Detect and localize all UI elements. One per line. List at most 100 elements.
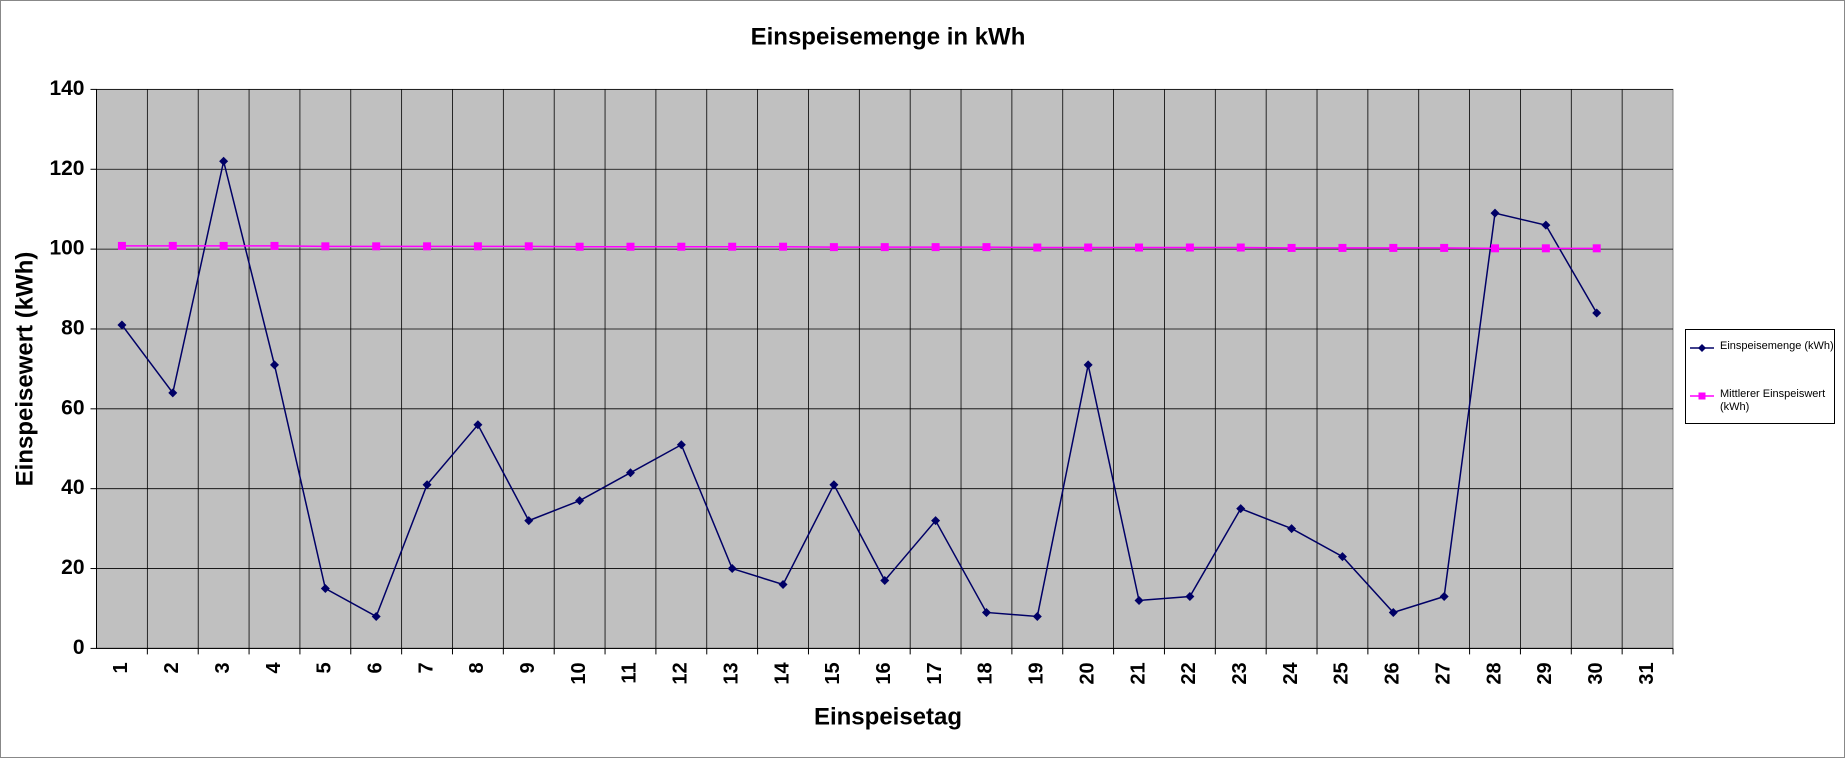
marker — [1084, 243, 1093, 252]
marker — [982, 243, 991, 252]
marker — [117, 241, 126, 250]
marker — [219, 241, 228, 250]
legend-symbol — [1690, 392, 1714, 400]
x-tick-label: 7 — [415, 662, 437, 673]
x-tick-label: 25 — [1331, 662, 1353, 684]
marker — [1541, 244, 1550, 253]
marker — [1032, 611, 1042, 621]
plot-area — [96, 88, 1674, 649]
x-tick-label: 11 — [619, 662, 641, 683]
x-tick-label: 23 — [1229, 662, 1251, 684]
x-tick-label: 19 — [1026, 662, 1048, 684]
marker — [1388, 607, 1398, 617]
marker — [168, 388, 178, 398]
x-tick-label: 5 — [314, 662, 336, 673]
marker — [1389, 243, 1398, 252]
marker — [422, 480, 432, 490]
marker — [727, 564, 737, 574]
marker — [1185, 243, 1194, 252]
marker — [372, 242, 381, 251]
marker — [1287, 524, 1297, 534]
y-tick-label: 100 — [49, 237, 84, 260]
marker — [524, 516, 534, 526]
legend-marker — [1698, 344, 1706, 352]
marker — [1541, 220, 1551, 230]
x-tick-label: 3 — [212, 662, 234, 673]
x-tick-label: 28 — [1483, 662, 1505, 684]
legend-label: Einspeisemenge (kWh) — [1720, 340, 1834, 352]
x-tick-label: 18 — [975, 662, 997, 684]
marker — [1287, 243, 1296, 252]
y-tick-label: 140 — [49, 77, 84, 100]
marker — [473, 420, 483, 430]
x-tick-label: 10 — [568, 662, 590, 684]
x-tick-label: 26 — [1382, 662, 1404, 684]
marker — [219, 156, 229, 166]
marker — [575, 242, 584, 251]
x-axis-label: Einspeisetag — [814, 703, 962, 730]
marker — [1338, 243, 1347, 252]
marker — [626, 242, 635, 251]
marker — [625, 468, 635, 478]
x-tick-label: 1 — [110, 662, 132, 673]
marker — [1135, 243, 1144, 252]
marker — [320, 584, 330, 594]
marker — [676, 440, 686, 450]
marker — [880, 243, 889, 252]
x-tick-label: 8 — [466, 662, 488, 673]
marker — [371, 611, 381, 621]
marker — [1440, 243, 1449, 252]
marker — [1083, 360, 1093, 370]
marker — [728, 242, 737, 251]
marker — [880, 576, 890, 586]
marker — [931, 516, 941, 526]
y-tick-label: 20 — [61, 556, 84, 579]
legend-label: Mittlerer Einspeiswert (kWh) — [1720, 388, 1826, 413]
marker — [423, 242, 432, 251]
y-tick-label: 120 — [49, 157, 84, 180]
x-tick-label: 29 — [1534, 662, 1556, 684]
x-tick-label: 21 — [1127, 662, 1149, 684]
marker — [575, 496, 585, 506]
x-tick-label: 13 — [720, 662, 742, 684]
marker — [1236, 243, 1245, 252]
marker — [1033, 243, 1042, 252]
x-tick-label: 16 — [873, 662, 895, 684]
legend-marker — [1698, 392, 1706, 400]
series-line — [121, 161, 1598, 618]
marker — [779, 242, 788, 251]
y-tick-label: 40 — [61, 476, 84, 499]
x-tick-label: 20 — [1076, 662, 1098, 684]
y-tick-label: 80 — [61, 317, 84, 340]
marker — [321, 242, 330, 251]
x-tick-label: 30 — [1585, 662, 1607, 684]
marker — [473, 242, 482, 251]
x-tick-label: 9 — [517, 662, 539, 673]
marker — [1490, 208, 1500, 218]
marker — [1337, 552, 1347, 562]
marker — [1592, 308, 1602, 318]
marker — [931, 243, 940, 252]
marker — [1134, 595, 1144, 605]
marker — [1592, 244, 1601, 253]
y-tick-label: 0 — [73, 636, 85, 659]
x-tick-label: 17 — [924, 662, 946, 684]
y-axis-label: Einspeisewert (kWh) — [11, 252, 38, 487]
marker — [168, 241, 177, 250]
chart-title: Einspeisemenge in kWh — [751, 23, 1026, 50]
legend-symbol — [1690, 344, 1714, 352]
x-tick-label: 6 — [364, 662, 386, 673]
x-tick-label: 15 — [822, 662, 844, 684]
x-tick-label: 12 — [670, 662, 692, 684]
x-tick-label: 14 — [771, 662, 793, 685]
marker — [778, 580, 788, 590]
marker — [1439, 591, 1449, 601]
marker — [270, 241, 279, 250]
marker — [1185, 591, 1195, 601]
x-tick-label: 4 — [263, 662, 285, 674]
x-tick-label: 2 — [161, 662, 183, 673]
x-tick-label: 24 — [1280, 662, 1302, 685]
marker — [1236, 504, 1246, 514]
